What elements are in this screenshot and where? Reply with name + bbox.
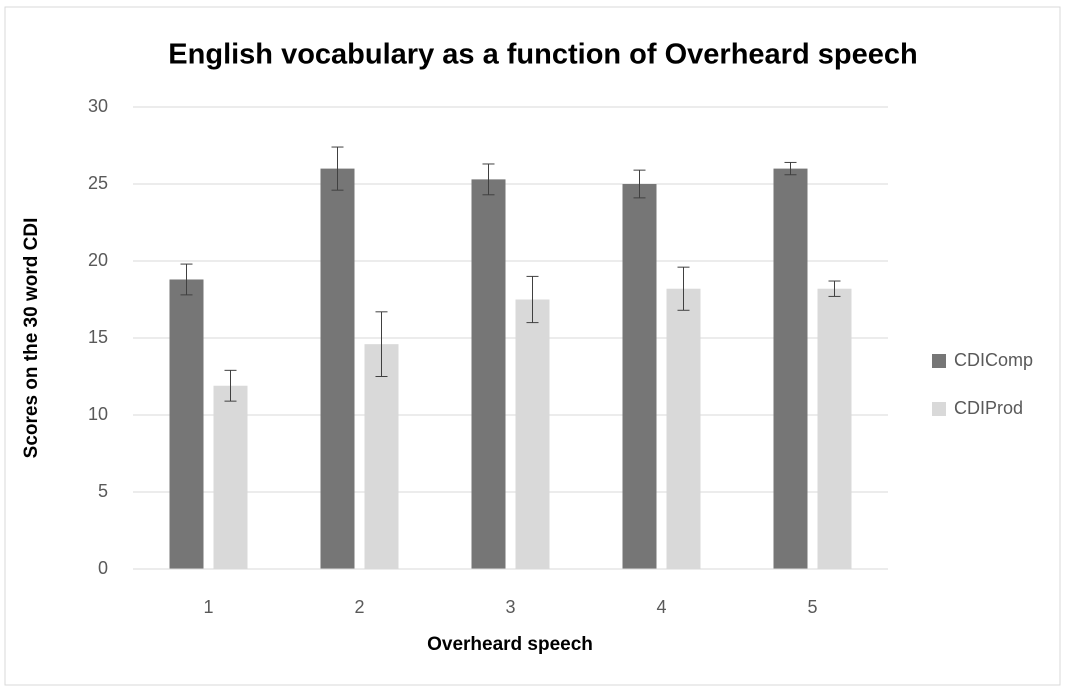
y-tick-label: 5 (98, 481, 108, 501)
bar (213, 385, 248, 569)
x-tick-label: 5 (807, 597, 817, 617)
y-tick-label: 25 (88, 173, 108, 193)
bar (169, 279, 204, 569)
bar (471, 179, 506, 569)
x-tick-label: 2 (354, 597, 364, 617)
error-bar (224, 369, 237, 402)
legend-label: CDIComp (954, 350, 1033, 370)
x-axis-label: Overheard speech (427, 634, 593, 655)
bar (515, 299, 550, 569)
error-bar (828, 280, 841, 297)
error-bar (526, 275, 539, 324)
y-tick-label: 15 (88, 327, 108, 347)
y-tick-label: 30 (88, 96, 108, 116)
error-bar (482, 163, 495, 196)
x-tick-label: 3 (505, 597, 515, 617)
bar (320, 168, 355, 569)
y-tick-label: 0 (98, 558, 108, 578)
error-bar (180, 263, 193, 296)
legend-label: CDIProd (954, 398, 1023, 418)
bar (773, 168, 808, 569)
bar (817, 288, 852, 569)
bar (666, 288, 701, 569)
error-bar (331, 146, 344, 191)
error-bar (784, 161, 797, 176)
error-bar (375, 311, 388, 377)
chart-title: English vocabulary as a function of Over… (168, 39, 917, 71)
y-axis-label: Scores on the 30 word CDI (21, 218, 42, 459)
error-bar (677, 266, 690, 311)
error-bar (633, 169, 646, 199)
bar (622, 184, 657, 569)
legend-swatch (932, 354, 946, 368)
x-tick-label: 1 (203, 597, 213, 617)
y-tick-label: 10 (88, 404, 108, 424)
y-tick-label: 20 (88, 250, 108, 270)
legend-swatch (932, 402, 946, 416)
x-tick-label: 4 (656, 597, 666, 617)
bar (364, 344, 399, 569)
